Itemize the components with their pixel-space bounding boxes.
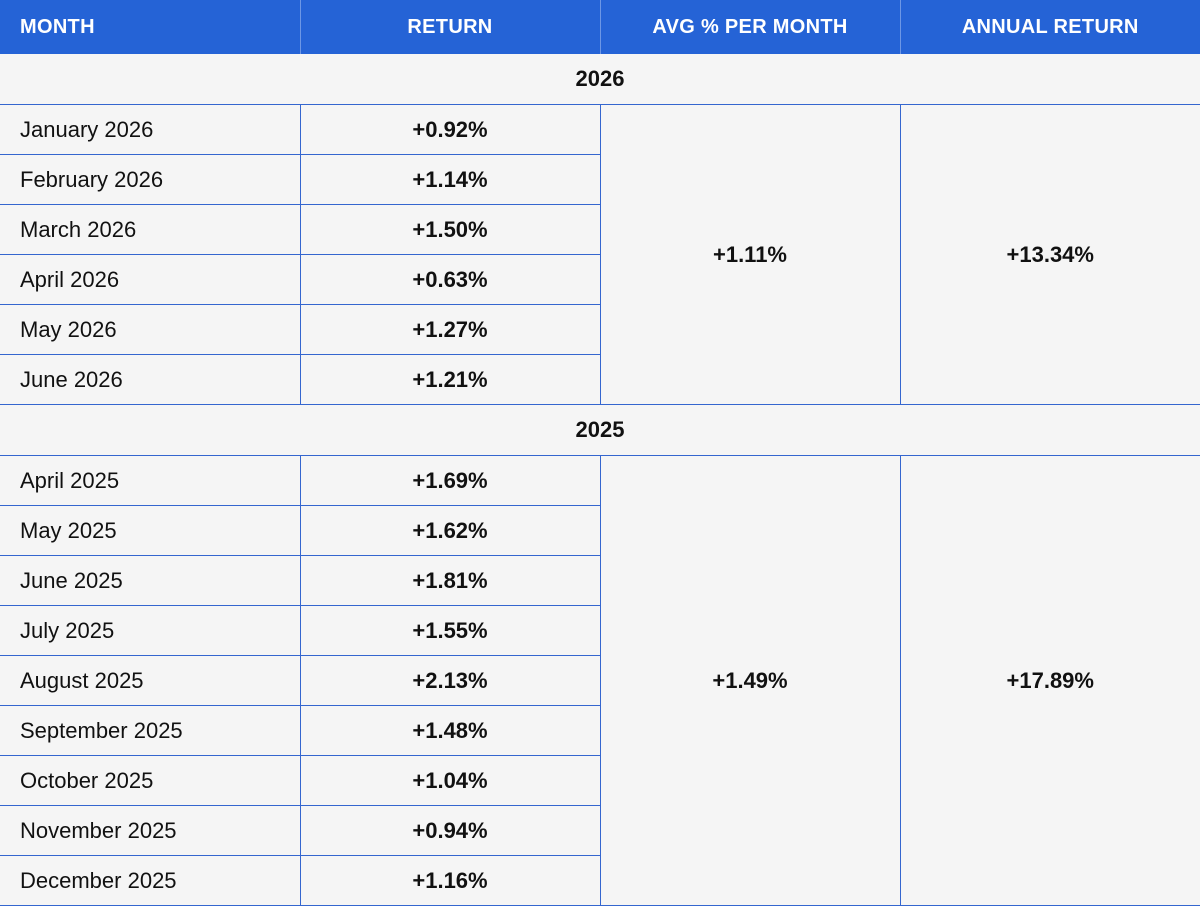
month-cell: October 2025 <box>0 755 301 806</box>
table-row: February 2026 +1.14% <box>0 154 1200 205</box>
month-cell: August 2025 <box>0 655 301 706</box>
table-row: November 2025 +0.94% <box>0 805 1200 856</box>
annual-return-cell: +17.89% <box>900 455 1200 906</box>
month-cell: April 2026 <box>0 254 301 305</box>
table-row: June 2025 +1.81% <box>0 555 1200 606</box>
table-row: May 2025 +1.62% <box>0 505 1200 556</box>
table-row: April 2026 +0.63% <box>0 254 1200 305</box>
column-header-avg: AVG % PER MONTH <box>600 0 901 54</box>
month-cell: June 2026 <box>0 354 301 405</box>
month-cell: March 2026 <box>0 204 301 255</box>
table-row: January 2026 +0.92% +1.11% +13.34% <box>0 104 1200 405</box>
return-cell: +0.92% <box>300 104 601 155</box>
month-cell: May 2025 <box>0 505 301 556</box>
month-cell: November 2025 <box>0 805 301 856</box>
table-header: MONTH RETURN AVG % PER MONTH ANNUAL RETU… <box>0 0 1200 54</box>
return-cell: +0.94% <box>300 805 601 856</box>
return-cell: +1.27% <box>300 304 601 355</box>
month-cell: May 2026 <box>0 304 301 355</box>
return-cell: +0.63% <box>300 254 601 305</box>
table-row: May 2026 +1.27% <box>0 304 1200 355</box>
month-cell: December 2025 <box>0 855 301 906</box>
year-label: 2026 <box>0 54 1200 105</box>
month-cell: February 2026 <box>0 154 301 205</box>
table-row: April 2025 +1.69% +1.49% +17.89% <box>0 455 1200 906</box>
month-cell: September 2025 <box>0 705 301 756</box>
annual-return-cell: +13.34% <box>900 104 1200 405</box>
table-row: December 2025 +1.16% <box>0 855 1200 906</box>
column-header-return: RETURN <box>300 0 601 54</box>
year-group-row: 2026 <box>0 54 1200 105</box>
table-row: August 2025 +2.13% <box>0 655 1200 706</box>
table-row: October 2025 +1.04% <box>0 755 1200 806</box>
return-cell: +1.62% <box>300 505 601 556</box>
return-cell: +1.14% <box>300 154 601 205</box>
table-row: September 2025 +1.48% <box>0 705 1200 756</box>
header-row: MONTH RETURN AVG % PER MONTH ANNUAL RETU… <box>0 0 1200 54</box>
year-group-row: 2025 <box>0 404 1200 456</box>
month-cell: January 2026 <box>0 104 301 155</box>
return-cell: +1.81% <box>300 555 601 606</box>
return-cell: +1.48% <box>300 705 601 756</box>
return-cell: +1.04% <box>300 755 601 806</box>
return-cell: +1.69% <box>300 455 601 506</box>
return-cell: +1.21% <box>300 354 601 405</box>
column-header-month: MONTH <box>0 0 301 54</box>
table-row: March 2026 +1.50% <box>0 204 1200 255</box>
return-cell: +1.50% <box>300 204 601 255</box>
year-label: 2025 <box>0 404 1200 456</box>
table-row: July 2025 +1.55% <box>0 605 1200 656</box>
return-cell: +2.13% <box>300 655 601 706</box>
column-header-annual: ANNUAL RETURN <box>900 0 1200 54</box>
avg-per-month-cell: +1.49% <box>600 455 901 906</box>
month-cell: June 2025 <box>0 555 301 606</box>
table-row: June 2026 +1.21% <box>0 354 1200 405</box>
return-cell: +1.55% <box>300 605 601 656</box>
avg-per-month-cell: +1.11% <box>600 104 901 405</box>
table-body: 2026 January 2026 +0.92% +1.11% +13.34% Febru… <box>0 54 1200 906</box>
month-cell: July 2025 <box>0 605 301 656</box>
month-cell: April 2025 <box>0 455 301 506</box>
return-cell: +1.16% <box>300 855 601 906</box>
